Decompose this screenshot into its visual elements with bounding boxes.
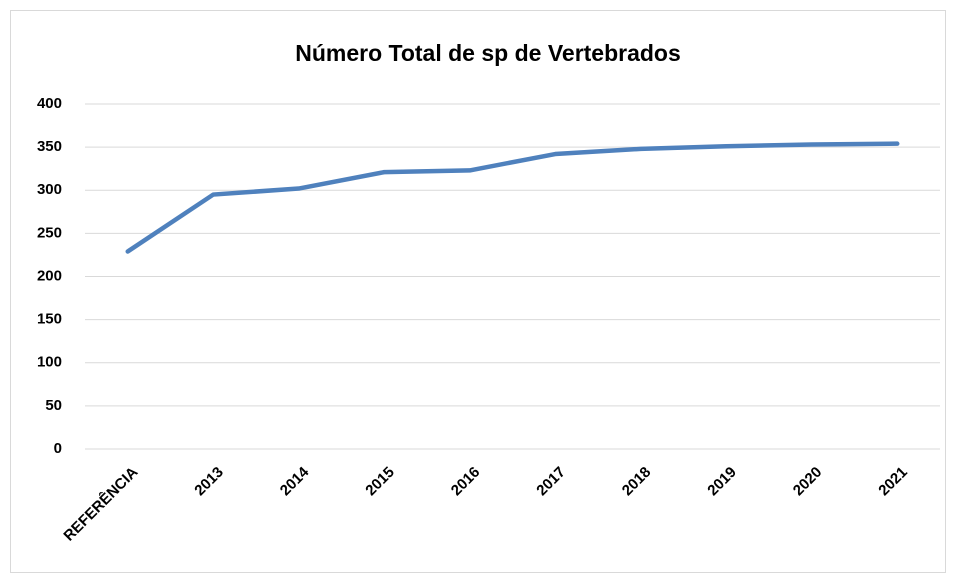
chart-title: Número Total de sp de Vertebrados bbox=[295, 40, 681, 66]
y-tick-label: 400 bbox=[37, 95, 62, 112]
y-tick-label: 350 bbox=[37, 138, 62, 155]
y-tick-label: 250 bbox=[37, 224, 62, 241]
y-tick-label: 150 bbox=[37, 311, 62, 328]
y-tick-label: 0 bbox=[54, 440, 62, 457]
y-tick-label: 200 bbox=[37, 267, 62, 284]
y-tick-label: 300 bbox=[37, 181, 62, 198]
y-tick-label: 50 bbox=[45, 397, 62, 414]
data-line bbox=[125, 141, 900, 254]
y-tick-label: 100 bbox=[37, 354, 62, 371]
